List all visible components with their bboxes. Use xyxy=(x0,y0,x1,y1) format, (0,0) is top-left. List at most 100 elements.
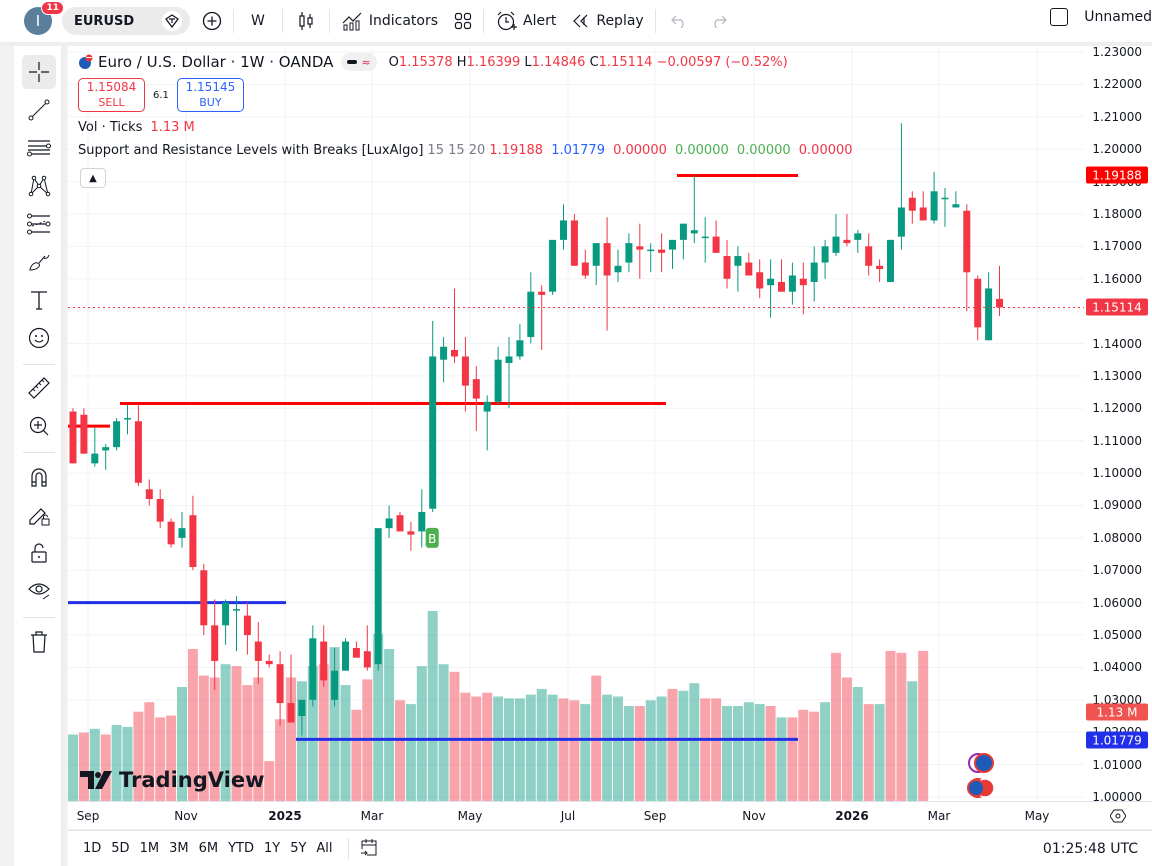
undo-button[interactable] xyxy=(659,5,699,37)
candle-body xyxy=(320,641,328,681)
candle-body xyxy=(865,246,873,266)
sell-button[interactable]: 1.15084 SELL xyxy=(78,78,145,112)
lock-all-drawings[interactable] xyxy=(22,536,56,570)
indicators-button[interactable]: Indicators xyxy=(333,5,446,37)
user-avatar[interactable]: I 11 xyxy=(24,1,64,35)
settings-icon[interactable] xyxy=(1109,808,1127,828)
volume-bar xyxy=(449,671,460,801)
price-tick: 1.23000 xyxy=(1092,45,1142,59)
volume-bar xyxy=(841,677,852,801)
channel-tool[interactable] xyxy=(22,131,56,165)
buy-button[interactable]: 1.15145 BUY xyxy=(176,78,244,112)
clock[interactable]: 01:25:48 UTC xyxy=(1042,840,1138,857)
alarm-clock-icon xyxy=(497,11,518,31)
volume-bar xyxy=(754,704,765,801)
brush-tool[interactable] xyxy=(22,245,56,279)
volume-bar xyxy=(198,675,209,801)
volume-bar xyxy=(405,704,416,801)
emoji-tool[interactable] xyxy=(22,321,56,355)
indicator-legend[interactable]: Support and Resistance Levels with Break… xyxy=(78,143,853,158)
range-1m[interactable]: 1M xyxy=(139,841,160,856)
range-5y[interactable]: 5Y xyxy=(290,841,307,856)
time-tick: May xyxy=(457,809,483,823)
candle-body xyxy=(494,359,502,402)
legend-toggle[interactable]: ≈ xyxy=(341,53,377,71)
compare-symbol-icon[interactable] xyxy=(162,11,182,31)
divider xyxy=(483,9,485,33)
go-to-date-button[interactable] xyxy=(359,837,379,861)
candle-body xyxy=(331,670,339,700)
lock-drawings-mode[interactable] xyxy=(22,498,56,532)
volume-bar xyxy=(504,698,514,801)
pattern-tool[interactable] xyxy=(22,169,56,203)
range-ytd[interactable]: YTD xyxy=(228,841,254,856)
candle-body xyxy=(843,239,851,244)
add-symbol-button[interactable] xyxy=(194,5,230,37)
templates-button[interactable] xyxy=(446,5,480,37)
bottom-toolbar: 1D 5D 1M 3M 6M YTD 1Y 5Y All 01:25:48 UTC xyxy=(68,830,1152,866)
symbol-search[interactable]: EURUSD xyxy=(62,7,190,35)
layout-name-button[interactable]: Unnamed xyxy=(1050,8,1152,26)
range-3m[interactable]: 3M xyxy=(169,841,189,856)
range-all[interactable]: All xyxy=(316,841,333,856)
magnet-tool[interactable] xyxy=(22,460,56,494)
tradingview-watermark: TradingView xyxy=(80,768,264,792)
collapse-legend-button[interactable]: ▲ xyxy=(80,168,106,188)
candle-body xyxy=(723,256,731,279)
xabcd-pattern-icon xyxy=(28,175,51,197)
drawing-toolbar xyxy=(14,46,65,866)
range-5d[interactable]: 5D xyxy=(111,841,130,856)
alert-button[interactable]: Alert xyxy=(487,5,564,37)
volume-bar xyxy=(623,706,634,801)
interval-button[interactable]: W xyxy=(237,5,279,37)
candle-body xyxy=(625,243,633,263)
candle-body xyxy=(734,256,742,266)
fib-tool[interactable] xyxy=(22,207,56,241)
candle-body xyxy=(821,246,829,263)
candle-body xyxy=(647,249,655,252)
volume-bar xyxy=(111,725,122,801)
time-axis[interactable]: Sep Nov 2025 Mar May Jul Sep Nov 2026 Mar May xyxy=(68,801,1152,829)
replay-button[interactable]: Replay xyxy=(564,5,651,37)
candle-body xyxy=(461,356,469,386)
candle-body xyxy=(352,648,360,658)
candle-body xyxy=(712,236,720,253)
trend-line-tool[interactable] xyxy=(22,93,56,127)
candle-body xyxy=(363,651,371,668)
price-tick: 1.07000 xyxy=(1092,563,1142,578)
measure-tool[interactable] xyxy=(22,371,56,405)
crosshair-tool[interactable] xyxy=(22,55,56,89)
volume-legend[interactable]: Vol · Ticks 1.13 M xyxy=(78,120,195,135)
price-axis[interactable]: 1.230001.220001.210001.200001.190001.180… xyxy=(1084,45,1152,804)
price-tick: 1.17000 xyxy=(1092,239,1142,254)
price-chart[interactable]: B xyxy=(68,46,1084,801)
range-1d[interactable]: 1D xyxy=(83,841,102,856)
volume-bar xyxy=(711,698,722,801)
volume-bar xyxy=(231,666,242,801)
notification-badge[interactable]: 11 xyxy=(41,1,64,15)
candle-body xyxy=(91,453,99,464)
unlock-icon xyxy=(31,543,47,563)
time-tick: Mar xyxy=(927,809,951,823)
redo-button[interactable] xyxy=(699,5,739,37)
candle-body xyxy=(429,356,437,509)
hide-drawings[interactable] xyxy=(22,574,56,608)
range-6m[interactable]: 6M xyxy=(198,841,219,856)
fib-retracement-icon xyxy=(27,213,51,235)
price-tick: 1.01000 xyxy=(1092,757,1142,772)
price-tick: 1.05000 xyxy=(1092,628,1142,643)
price-tick: 1.11000 xyxy=(1092,433,1142,448)
symbol-title[interactable]: Euro / U.S. Dollar · 1W · OANDA xyxy=(98,53,334,71)
candle-body xyxy=(963,210,971,273)
volume-bar xyxy=(765,706,776,801)
remove-drawings[interactable] xyxy=(22,625,56,659)
volume-bar xyxy=(242,685,253,801)
range-1y[interactable]: 1Y xyxy=(263,841,281,856)
time-tick: May xyxy=(1024,809,1050,823)
chart-type-button[interactable] xyxy=(286,5,326,37)
zoom-in-tool[interactable] xyxy=(22,409,56,443)
chart-pane[interactable]: B xyxy=(68,46,1084,801)
text-tool[interactable] xyxy=(22,283,56,317)
candle-body xyxy=(603,243,611,276)
volume-bar xyxy=(525,694,536,801)
